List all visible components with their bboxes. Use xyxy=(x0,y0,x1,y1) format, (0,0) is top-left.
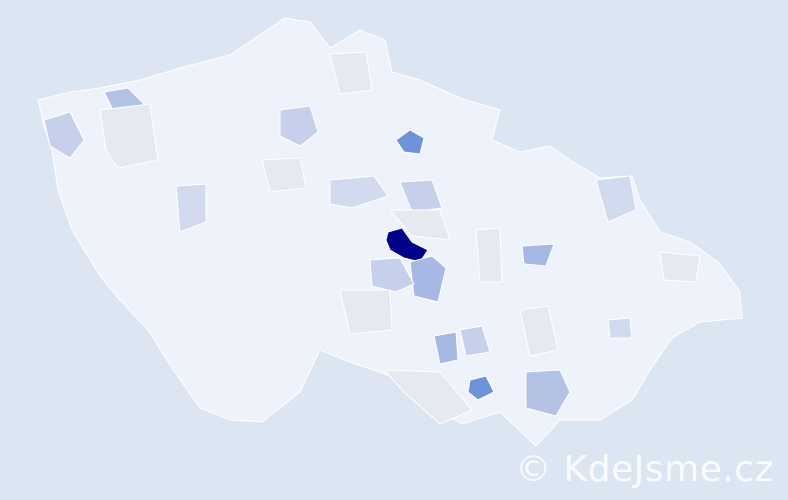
district-region xyxy=(475,227,503,283)
district-region xyxy=(43,111,85,159)
district-region xyxy=(369,257,415,293)
district-region xyxy=(409,255,447,303)
watermark: © KdeJsme.cz xyxy=(515,449,774,490)
district-region xyxy=(519,305,559,357)
district-region xyxy=(459,325,491,357)
district-region xyxy=(525,369,571,417)
district-region xyxy=(175,183,207,233)
district-region xyxy=(261,157,307,193)
district-region xyxy=(99,103,159,169)
district-region xyxy=(339,289,393,335)
district-region xyxy=(329,175,389,209)
district-region xyxy=(595,175,637,223)
district-region xyxy=(279,105,319,147)
districts xyxy=(43,51,701,425)
district-region xyxy=(607,317,633,339)
district-region xyxy=(395,129,425,155)
district-region xyxy=(433,331,459,365)
district-region xyxy=(382,369,473,425)
district-region xyxy=(399,179,443,213)
district-region xyxy=(659,251,701,283)
district-region xyxy=(329,51,373,95)
district-region xyxy=(467,375,495,401)
district-region xyxy=(521,243,555,267)
district-region xyxy=(388,209,451,241)
